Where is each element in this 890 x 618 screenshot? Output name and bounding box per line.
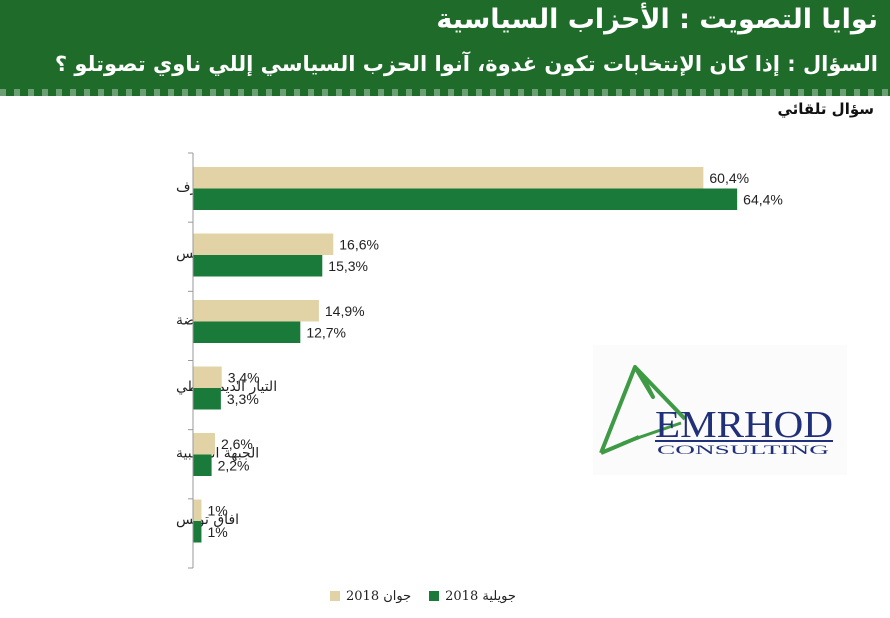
data-label: 1% <box>207 502 227 518</box>
triangle-logo-icon: EMRHOD CONSULTING <box>599 365 833 457</box>
page-title: نوايا التصويت : الأحزاب السياسية <box>436 4 878 35</box>
bar <box>193 255 323 277</box>
bar <box>193 388 221 410</box>
chart-subtitle: سؤال تلقائي <box>777 100 874 118</box>
data-label: 14,9% <box>325 303 365 319</box>
data-label: 64,4% <box>743 191 783 207</box>
legend-swatch <box>429 591 440 601</box>
data-label: 12,7% <box>306 324 346 340</box>
data-label: 2,2% <box>218 457 250 473</box>
data-label: 2,6% <box>221 436 253 452</box>
logo-tagline: CONSULTING <box>657 442 829 457</box>
legend-swatch <box>330 591 340 601</box>
emrhod-logo: EMRHOD CONSULTING <box>593 345 847 475</box>
bar <box>193 188 738 210</box>
bar <box>193 167 704 189</box>
header-divider <box>0 89 890 96</box>
legend-item: جويلية 2018 <box>429 589 516 604</box>
chart-legend: جوان 2018 جويلية 2018 <box>330 586 516 606</box>
bar <box>193 521 202 543</box>
bar <box>193 233 334 255</box>
legend-label: جويلية 2018 <box>445 588 516 604</box>
survey-question: السؤال : إذا كان الإنتخابات تكون غدوة، آ… <box>54 52 878 76</box>
bar <box>193 300 319 322</box>
category-label: افاق تونس <box>176 512 239 528</box>
legend-label: جوان 2018 <box>346 588 412 604</box>
header-banner: نوايا التصويت : الأحزاب السياسية السؤال … <box>0 0 890 96</box>
data-label: 15,3% <box>328 258 368 274</box>
bar <box>193 499 202 521</box>
legend-item: جوان 2018 <box>330 589 411 604</box>
data-label: 60,4% <box>709 170 749 186</box>
bar <box>193 454 212 476</box>
bar <box>193 366 222 388</box>
data-label: 3,4% <box>228 369 260 385</box>
data-label: 16,6% <box>339 236 379 252</box>
bar <box>193 433 215 455</box>
logo-name: EMRHOD <box>655 404 833 446</box>
data-label: 1% <box>207 524 227 540</box>
bar <box>193 321 301 343</box>
data-label: 3,3% <box>227 391 259 407</box>
